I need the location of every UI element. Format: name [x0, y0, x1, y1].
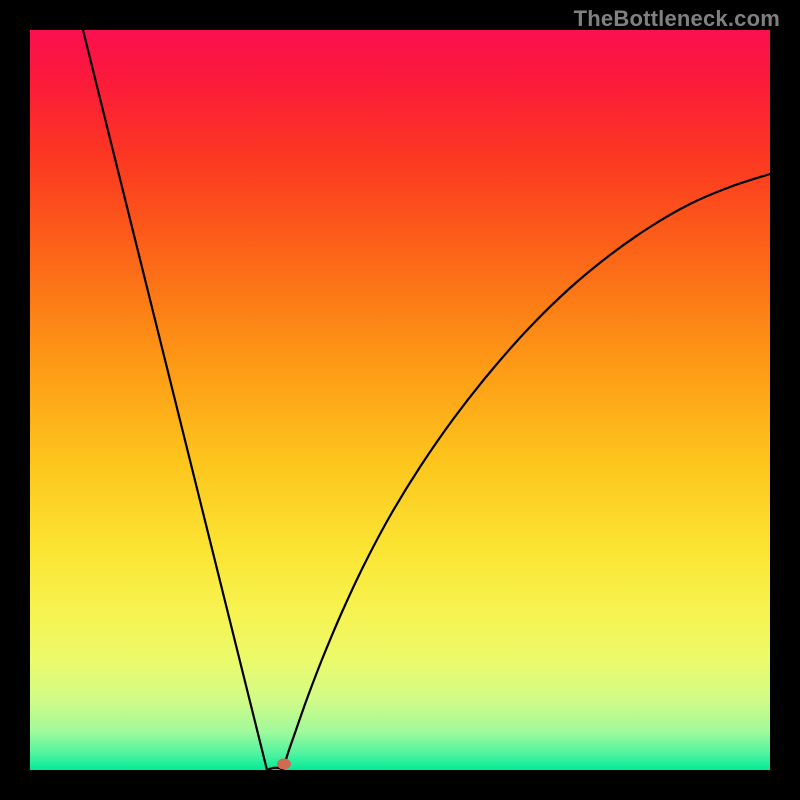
valley-marker [277, 759, 291, 770]
background-gradient [30, 30, 770, 770]
plot-area [30, 30, 770, 770]
plot-svg [30, 30, 770, 770]
chart-frame: TheBottleneck.com [0, 0, 800, 800]
watermark-text: TheBottleneck.com [574, 6, 780, 32]
